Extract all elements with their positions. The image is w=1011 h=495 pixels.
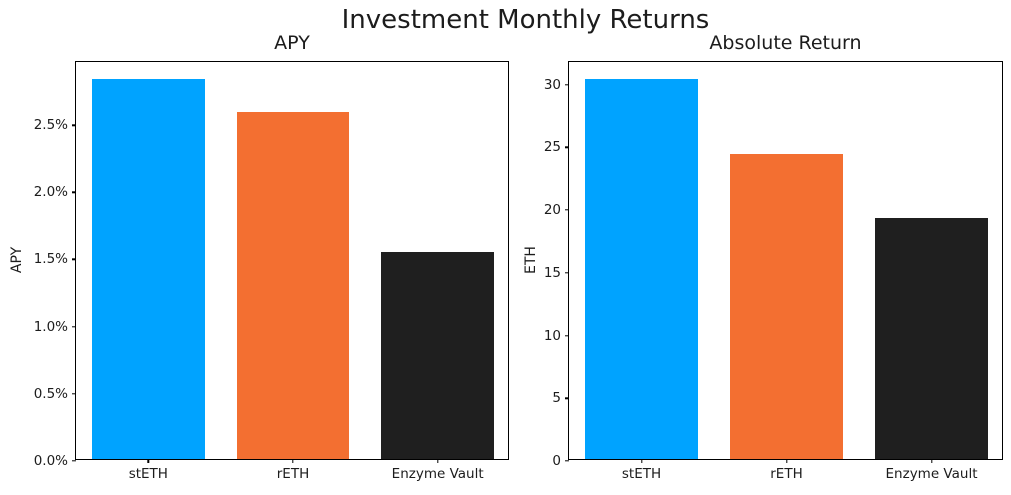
bar-reth <box>729 154 844 459</box>
absolute-return-chart-title: Absolute Return <box>709 32 862 54</box>
x-tick-label-steth: stETH <box>128 466 168 482</box>
x-tick-label-reth: rETH <box>276 466 310 482</box>
x-tick-label-enzyme-vault: Enzyme Vault <box>391 466 484 482</box>
x-tick-mark <box>436 459 439 463</box>
y-tick-label: 2.0% <box>33 184 68 201</box>
bar-steth <box>584 78 699 459</box>
bar-reth <box>236 112 350 459</box>
apy-chart-title: APY <box>274 32 310 54</box>
y-tick-label: 30 <box>543 76 561 93</box>
apy-plot-area: 0.0% 0.5% 1.0% 1.5% 2.0% 2.5% stETH rETH Enzyme … <box>34 61 509 482</box>
y-tick-mark <box>565 334 569 337</box>
y-tick-label: 1.5% <box>33 251 68 268</box>
y-tick-mark <box>565 397 569 399</box>
y-tick-mark <box>565 146 569 149</box>
figure-title: Investment Monthly Returns <box>341 5 710 35</box>
apy-y-axis-label: APY <box>9 246 25 274</box>
y-tick-mark <box>72 191 76 194</box>
y-tick-label: 20 <box>543 202 561 219</box>
x-tick-mark <box>292 459 294 463</box>
y-tick-label: 1.0% <box>33 318 68 335</box>
bar-enzyme-vault <box>874 218 989 459</box>
y-tick-label: 2.5% <box>33 117 68 134</box>
y-tick-mark <box>565 209 569 211</box>
y-tick-mark <box>72 258 76 261</box>
y-tick-label: 0.0% <box>33 453 68 469</box>
y-tick-label: 0.5% <box>33 385 68 402</box>
x-tick-label-reth: rETH <box>770 466 803 482</box>
x-tick-label-steth: stETH <box>621 466 662 482</box>
bar-enzyme-vault <box>381 252 495 459</box>
bar-steth <box>91 78 205 459</box>
absolute-return-y-axis-label: ETH <box>523 246 539 274</box>
y-tick-mark <box>72 460 76 462</box>
y-tick-mark <box>72 124 76 126</box>
y-tick-label: 10 <box>543 327 561 344</box>
x-tick-mark <box>930 459 933 463</box>
y-tick-mark <box>565 460 569 462</box>
absolute-return-plot-area: 0 5 10 15 20 25 30 stETH rETH Enzyme Vault <box>544 61 1003 482</box>
x-tick-mark <box>785 459 788 463</box>
y-tick-label: 15 <box>543 264 561 281</box>
x-tick-mark <box>640 459 643 463</box>
x-tick-mark <box>147 459 150 463</box>
y-tick-mark <box>72 393 76 395</box>
x-tick-label-enzyme-vault: Enzyme Vault <box>885 466 978 482</box>
y-tick-label: 0 <box>552 453 561 469</box>
y-tick-mark <box>565 83 569 86</box>
y-tick-label: 5 <box>552 390 561 407</box>
y-tick-mark <box>565 272 569 274</box>
y-tick-mark <box>72 325 76 328</box>
y-tick-label: 25 <box>543 139 561 156</box>
